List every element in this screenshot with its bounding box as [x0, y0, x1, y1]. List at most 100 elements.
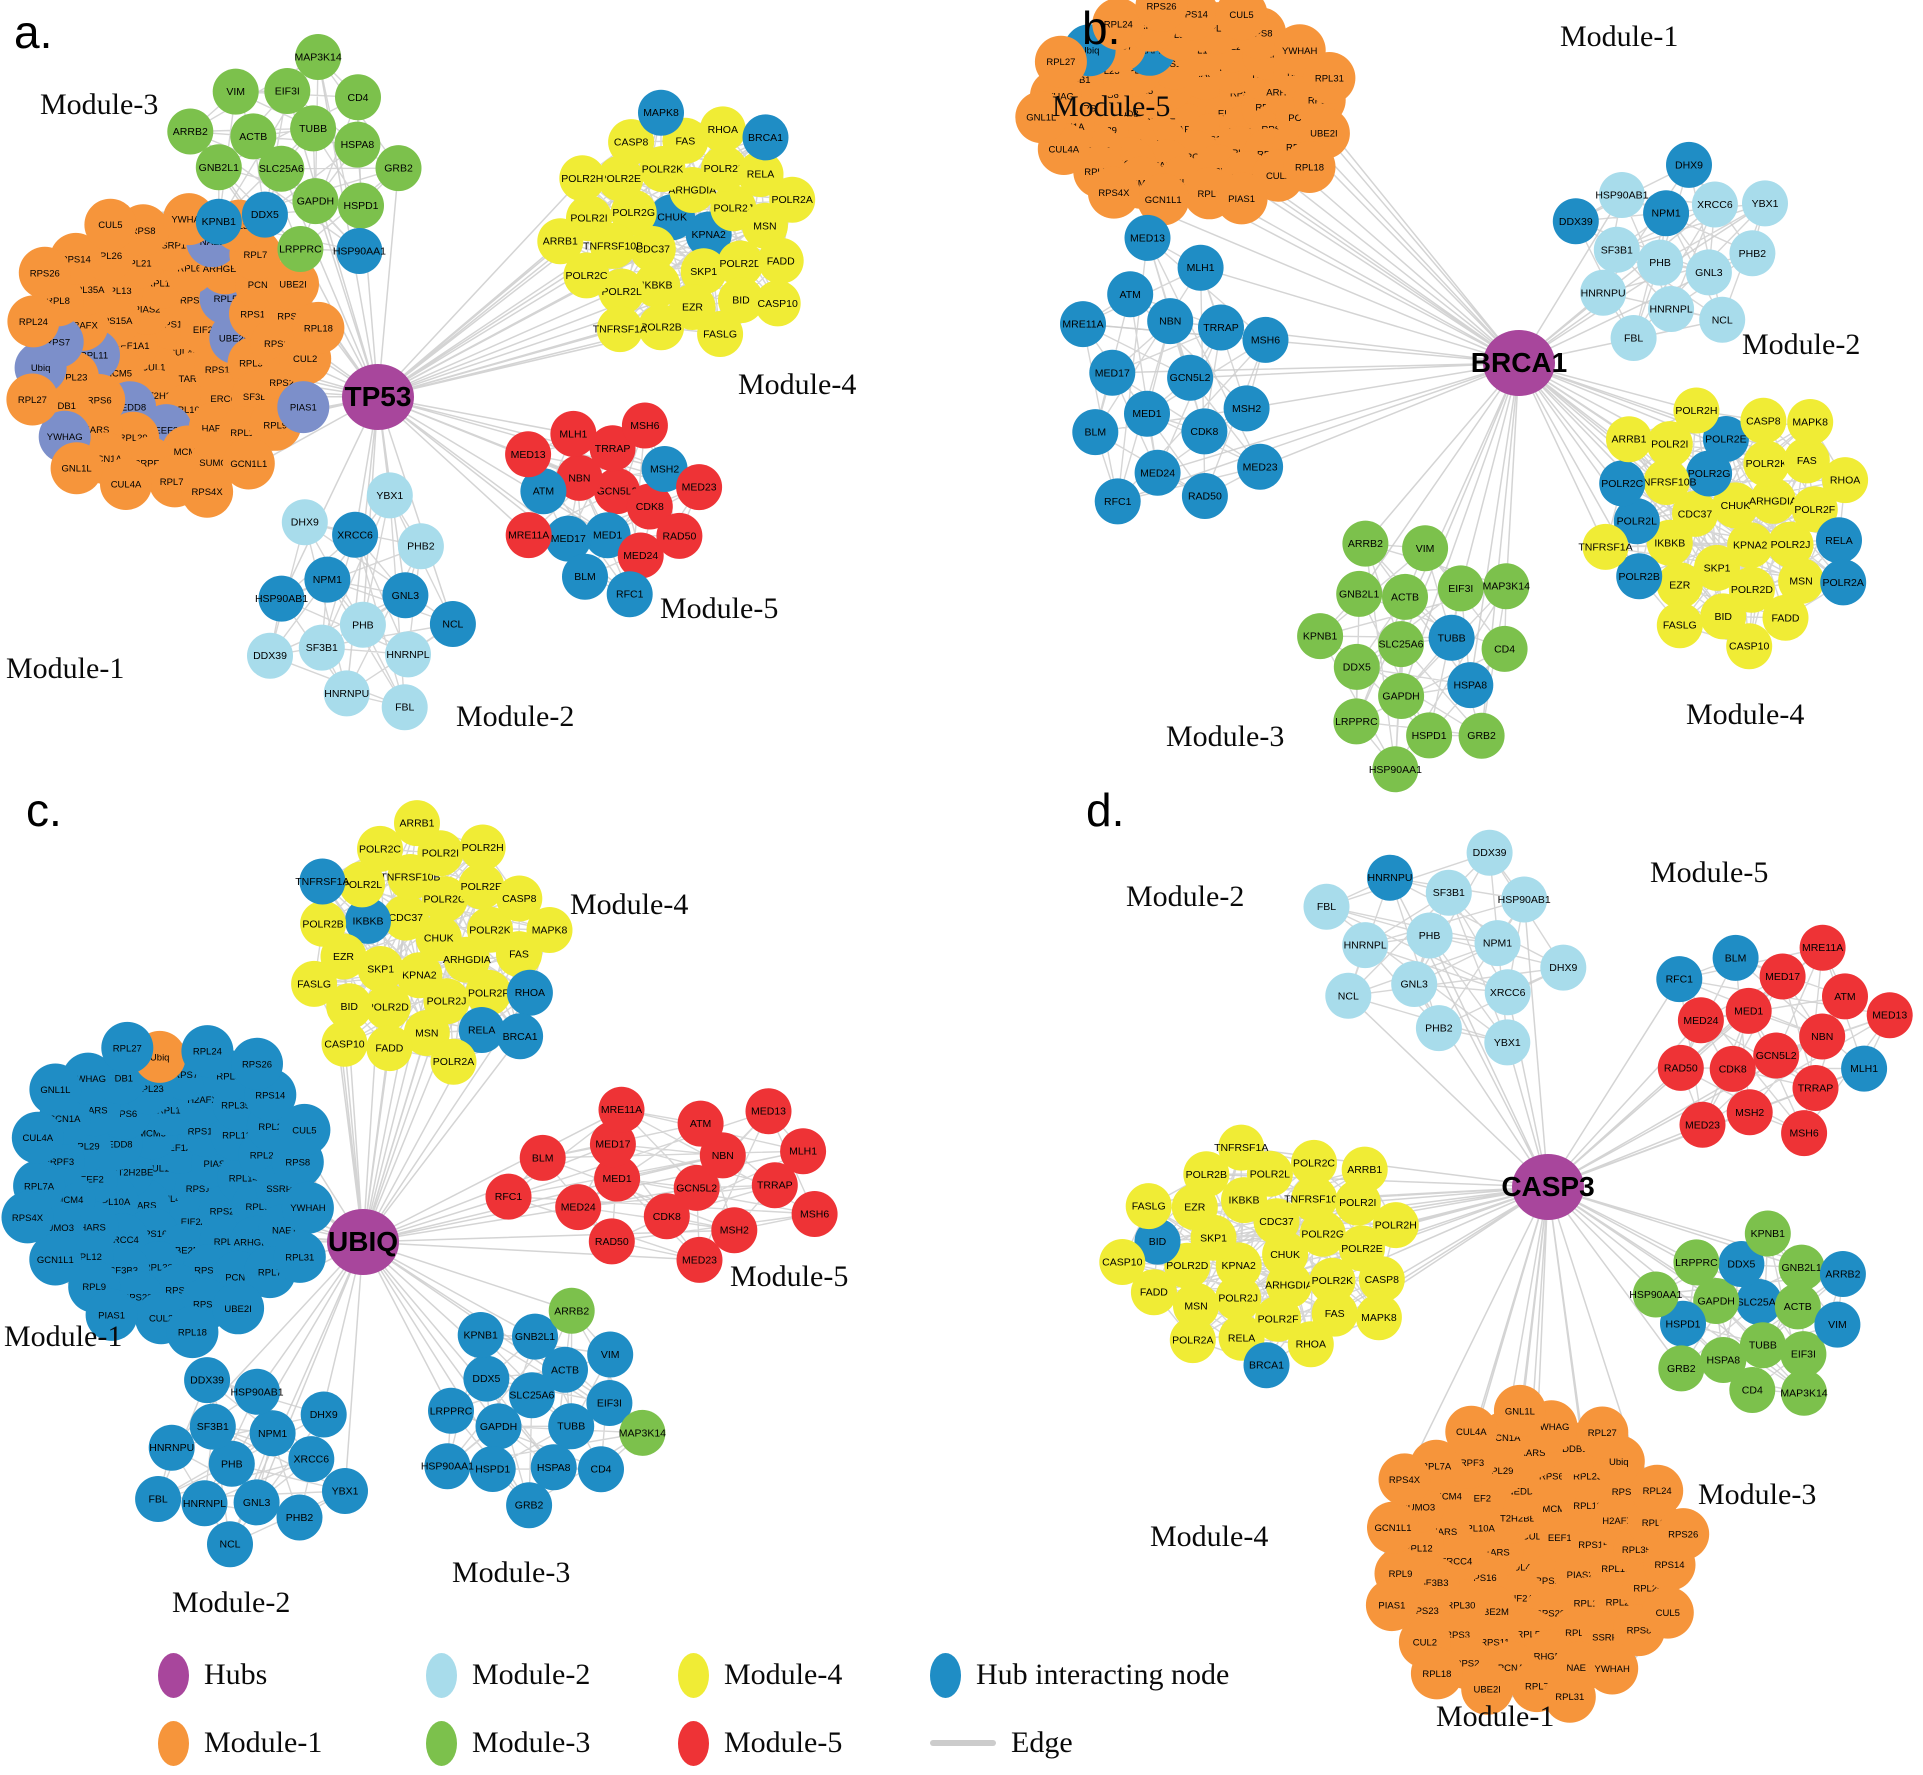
node-rpl31[interactable]: [1303, 52, 1356, 104]
hub-node-tp53[interactable]: [342, 364, 414, 430]
node-rps4x[interactable]: [181, 465, 234, 518]
node-phb[interactable]: [208, 1440, 255, 1487]
node-pias1[interactable]: [1365, 1579, 1418, 1632]
node-rps4x[interactable]: [1087, 166, 1140, 219]
node-faslg[interactable]: [291, 960, 338, 1007]
node-actb[interactable]: [1382, 573, 1428, 620]
node-vim[interactable]: [1814, 1301, 1861, 1348]
node-lrpprc[interactable]: [277, 226, 324, 272]
node-dhx9[interactable]: [1540, 944, 1587, 991]
node-grb2[interactable]: [1458, 712, 1505, 759]
node-tubb[interactable]: [1428, 614, 1475, 661]
node-casp10[interactable]: [321, 1020, 368, 1067]
node-ywhah[interactable]: [281, 1181, 334, 1234]
node-ddx5[interactable]: [241, 191, 288, 238]
node-hnrnpu[interactable]: [1580, 269, 1627, 316]
node-sf3b1[interactable]: [1425, 869, 1472, 916]
node-msh2[interactable]: [1223, 385, 1270, 432]
node-gcn1l1[interactable]: [1137, 173, 1190, 226]
node-tubb[interactable]: [1739, 1322, 1786, 1369]
node-lrpprc[interactable]: [428, 1387, 474, 1434]
node-xrcc6[interactable]: [1484, 969, 1531, 1016]
node-polr2f[interactable]: [701, 145, 747, 192]
node-rad50[interactable]: [588, 1218, 635, 1265]
node-nbn[interactable]: [1799, 1013, 1846, 1060]
node-polr2l[interactable]: [1613, 498, 1660, 545]
node-mapk8[interactable]: [1787, 399, 1834, 445]
node-rhoa[interactable]: [699, 106, 746, 153]
node-rfc1[interactable]: [1094, 478, 1141, 525]
node-polr2k[interactable]: [1743, 440, 1790, 487]
node-grb2[interactable]: [506, 1482, 553, 1529]
node-eif3i[interactable]: [586, 1380, 633, 1426]
node-gnl3[interactable]: [382, 572, 429, 619]
node-polr2g[interactable]: [1686, 450, 1733, 497]
node-polr2a[interactable]: [769, 176, 816, 223]
node-arrb2[interactable]: [548, 1287, 595, 1334]
node-mapk8[interactable]: [638, 89, 684, 136]
node-slc25a6[interactable]: [258, 145, 305, 192]
node-cul4a[interactable]: [11, 1111, 64, 1164]
node-hspd1[interactable]: [469, 1446, 516, 1492]
node-hspd1[interactable]: [338, 182, 384, 229]
node-ybx1[interactable]: [1742, 180, 1788, 227]
node-gcn1l1[interactable]: [222, 437, 275, 490]
node-atm[interactable]: [1107, 271, 1154, 318]
node-mlh1[interactable]: [1177, 244, 1224, 291]
node-hspd1[interactable]: [1660, 1300, 1706, 1347]
node-polr2k[interactable]: [1309, 1257, 1356, 1304]
node-casp10[interactable]: [1726, 623, 1773, 670]
node-ybx1[interactable]: [366, 472, 413, 519]
node-xrcc6[interactable]: [332, 511, 379, 558]
node-bid[interactable]: [1700, 593, 1747, 640]
node-cd4[interactable]: [1729, 1367, 1776, 1413]
node-fbl[interactable]: [1303, 883, 1350, 930]
node-tubb[interactable]: [290, 105, 337, 152]
node-polr2c[interactable]: [357, 825, 403, 872]
node-mre11a[interactable]: [505, 512, 552, 559]
node-rps26[interactable]: [18, 246, 71, 299]
node-cd4[interactable]: [1481, 625, 1528, 672]
node-bid[interactable]: [1134, 1218, 1181, 1265]
node-casp8[interactable]: [1740, 397, 1787, 444]
node-ddx39[interactable]: [184, 1357, 231, 1404]
node-arrb1[interactable]: [537, 218, 584, 265]
node-blm[interactable]: [519, 1134, 566, 1181]
node-gcn5l2[interactable]: [673, 1164, 720, 1211]
node-slc25a6[interactable]: [508, 1372, 555, 1419]
node-polr2c[interactable]: [563, 252, 610, 299]
node-actb[interactable]: [230, 113, 277, 160]
node-xrcc6[interactable]: [1691, 181, 1738, 228]
node-gnb2l1[interactable]: [512, 1313, 558, 1360]
node-polr2l[interactable]: [339, 861, 385, 908]
node-med1[interactable]: [584, 512, 631, 559]
node-rela[interactable]: [737, 151, 784, 197]
node-rhoa[interactable]: [506, 969, 553, 1016]
node-gnl3[interactable]: [233, 1479, 280, 1526]
node-nbn[interactable]: [1147, 298, 1194, 345]
node-tnfrsf10b[interactable]: [1643, 459, 1690, 505]
node-hsp90aa1[interactable]: [1372, 746, 1419, 793]
node-fbl[interactable]: [1610, 315, 1657, 361]
node-fbl[interactable]: [381, 684, 428, 731]
node-med23[interactable]: [676, 1236, 723, 1283]
node-rpl27[interactable]: [1034, 35, 1087, 88]
node-ikbkb[interactable]: [634, 261, 681, 308]
node-actb[interactable]: [1774, 1283, 1821, 1330]
node-rpl27[interactable]: [6, 373, 59, 426]
node-rhoa[interactable]: [1287, 1321, 1334, 1368]
node-npm1[interactable]: [249, 1410, 296, 1457]
node-xrcc6[interactable]: [288, 1436, 335, 1483]
node-msh2[interactable]: [641, 446, 688, 492]
node-npm1[interactable]: [304, 556, 351, 603]
node-med1[interactable]: [1124, 390, 1170, 437]
node-map3k14[interactable]: [1781, 1369, 1827, 1416]
node-mre11a[interactable]: [1060, 301, 1106, 348]
node-cd4[interactable]: [335, 74, 381, 121]
node-msh2[interactable]: [711, 1207, 758, 1254]
node-polr2c[interactable]: [1599, 460, 1646, 507]
node-ddx39[interactable]: [1552, 198, 1599, 245]
node-hnrnpu[interactable]: [1367, 854, 1413, 901]
node-fadd[interactable]: [1130, 1269, 1177, 1316]
node-pias1[interactable]: [1215, 172, 1268, 225]
